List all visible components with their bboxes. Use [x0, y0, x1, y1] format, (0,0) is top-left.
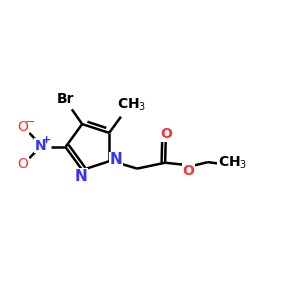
Text: Br: Br — [57, 92, 75, 106]
Text: O: O — [182, 164, 194, 178]
Text: +: + — [42, 135, 52, 145]
Text: N: N — [35, 139, 46, 153]
Text: N: N — [74, 169, 87, 184]
Text: N: N — [109, 152, 122, 167]
Text: CH$_3$: CH$_3$ — [117, 97, 146, 113]
Text: −: − — [25, 116, 35, 128]
Text: O: O — [17, 120, 28, 134]
Text: O: O — [160, 127, 172, 141]
Text: CH$_3$: CH$_3$ — [218, 154, 248, 171]
Text: O: O — [17, 157, 28, 171]
